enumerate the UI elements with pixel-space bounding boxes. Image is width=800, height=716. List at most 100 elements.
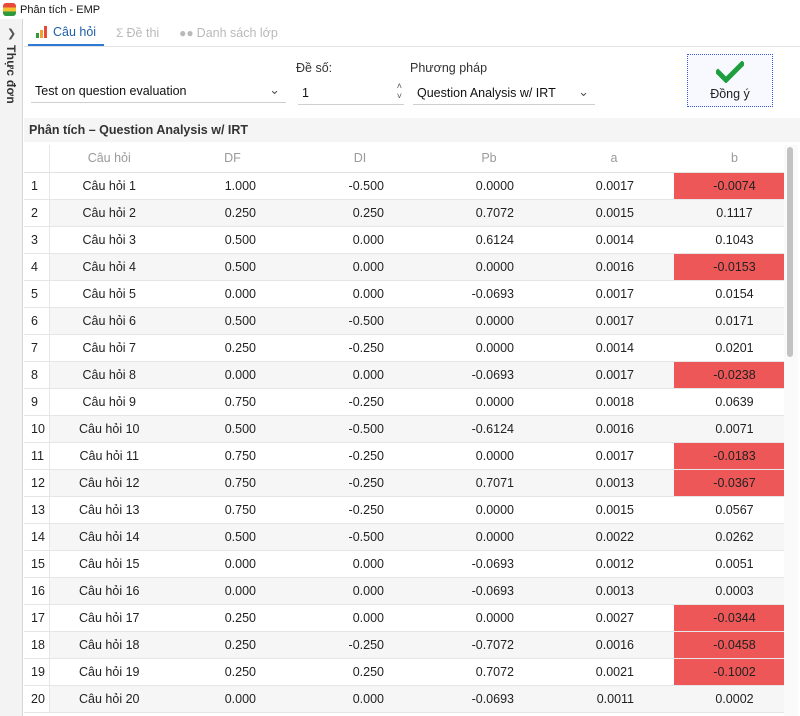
- table-row[interactable]: 2 Câu hỏi 2 0.250 0.250 0.7072 0.0015 0.1117: [24, 199, 784, 227]
- table-cell[interactable]: -0.250: [296, 631, 424, 659]
- table-cell[interactable]: 0.0639: [674, 388, 784, 416]
- table-cell[interactable]: 0.750: [169, 388, 296, 416]
- tab-questions[interactable]: Câu hỏi: [28, 19, 105, 46]
- table-cell[interactable]: 0.000: [169, 550, 296, 578]
- table-row[interactable]: 17 Câu hỏi 17 0.250 0.000 0.0000 0.0027 -0.034…: [24, 604, 784, 632]
- method-select[interactable]: Question Analysis w/ IRT ⌄: [413, 81, 595, 105]
- column-header[interactable]: a: [554, 145, 674, 173]
- table-cell[interactable]: -0.0183: [674, 442, 784, 470]
- table-cell[interactable]: -0.0693: [424, 577, 554, 605]
- exam-no-stepper[interactable]: 1 ˄ ˅: [298, 81, 404, 105]
- table-cell[interactable]: -0.500: [296, 415, 424, 443]
- table-cell[interactable]: Câu hỏi 8: [49, 361, 169, 389]
- table-cell[interactable]: 0.250: [296, 658, 424, 686]
- table-cell[interactable]: 0.0000: [424, 523, 554, 551]
- table-cell[interactable]: -0.0693: [424, 361, 554, 389]
- table-cell[interactable]: Câu hỏi 5: [49, 280, 169, 308]
- table-cell[interactable]: Câu hỏi 17: [49, 604, 169, 632]
- table-cell[interactable]: 0.0014: [554, 334, 674, 362]
- table-cell[interactable]: -0.0458: [674, 631, 784, 659]
- table-cell[interactable]: Câu hỏi 6: [49, 307, 169, 335]
- table-cell[interactable]: Câu hỏi 4: [49, 253, 169, 281]
- table-cell[interactable]: 0.0000: [424, 307, 554, 335]
- side-menu-collapsed[interactable]: ❯ Thực đơn: [0, 19, 23, 716]
- table-cell[interactable]: 0.0003: [674, 577, 784, 605]
- table-cell[interactable]: 0.000: [296, 685, 424, 713]
- table-cell[interactable]: 12: [24, 469, 50, 497]
- table-row[interactable]: 14 Câu hỏi 14 0.500 -0.500 0.0000 0.0022 0.026…: [24, 523, 784, 551]
- table-cell[interactable]: 0.0051: [674, 550, 784, 578]
- table-cell[interactable]: 0.0171: [674, 307, 784, 335]
- table-cell[interactable]: 0.0000: [424, 496, 554, 524]
- table-cell[interactable]: -0.1002: [674, 658, 784, 686]
- table-cell[interactable]: Câu hỏi 16: [49, 577, 169, 605]
- table-cell[interactable]: 0.0017: [554, 280, 674, 308]
- table-cell[interactable]: 0.0154: [674, 280, 784, 308]
- table-cell[interactable]: 0.000: [296, 604, 424, 632]
- table-cell[interactable]: 0.500: [169, 253, 296, 281]
- table-row[interactable]: 19 Câu hỏi 19 0.250 0.250 0.7072 0.0021 -0.100…: [24, 658, 784, 686]
- table-cell[interactable]: -0.250: [296, 469, 424, 497]
- table-cell[interactable]: 0.1043: [674, 226, 784, 254]
- table-cell[interactable]: 0.7071: [424, 469, 554, 497]
- table-cell[interactable]: Câu hỏi 15: [49, 550, 169, 578]
- column-header[interactable]: b: [674, 145, 784, 173]
- table-row[interactable]: 16 Câu hỏi 16 0.000 0.000 -0.0693 0.0013 0.000…: [24, 577, 784, 605]
- table-cell[interactable]: 19: [24, 658, 50, 686]
- table-cell[interactable]: 0.7072: [424, 199, 554, 227]
- table-row[interactable]: 13 Câu hỏi 13 0.750 -0.250 0.0000 0.0015 0.056…: [24, 496, 784, 524]
- table-cell[interactable]: 0.0002: [674, 685, 784, 713]
- table-cell[interactable]: 0.0017: [554, 307, 674, 335]
- table-cell[interactable]: 0.000: [296, 361, 424, 389]
- table-cell[interactable]: 14: [24, 523, 50, 551]
- table-row[interactable]: 3 Câu hỏi 3 0.500 0.000 0.6124 0.0014 0.1043: [24, 226, 784, 254]
- column-header[interactable]: [24, 145, 50, 173]
- table-row[interactable]: 6 Câu hỏi 6 0.500 -0.500 0.0000 0.0017 0.0171: [24, 307, 784, 335]
- table-cell[interactable]: 0.250: [169, 604, 296, 632]
- table-cell[interactable]: 20: [24, 685, 50, 713]
- table-cell[interactable]: 0.000: [296, 253, 424, 281]
- table-cell[interactable]: -0.0367: [674, 469, 784, 497]
- table-cell[interactable]: 0.250: [169, 631, 296, 659]
- table-cell[interactable]: 0.1117: [674, 199, 784, 227]
- table-cell[interactable]: 0.000: [296, 550, 424, 578]
- chevron-down-icon[interactable]: ⌄: [578, 84, 589, 99]
- table-cell[interactable]: 0.000: [296, 226, 424, 254]
- table-cell[interactable]: 18: [24, 631, 50, 659]
- table-cell[interactable]: 0.000: [296, 577, 424, 605]
- table-row[interactable]: 4 Câu hỏi 4 0.500 0.000 0.0000 0.0016 -0.0153: [24, 253, 784, 281]
- tab-class-list[interactable]: ●● Danh sách lớp: [171, 19, 286, 46]
- table-row[interactable]: 11 Câu hỏi 11 0.750 -0.250 0.0000 0.0017 -0.01…: [24, 442, 784, 470]
- chevron-down-icon[interactable]: ⌄: [269, 82, 280, 97]
- table-cell[interactable]: 0.000: [169, 361, 296, 389]
- table-cell[interactable]: 0.250: [169, 199, 296, 227]
- table-cell[interactable]: Câu hỏi 11: [49, 442, 169, 470]
- table-cell[interactable]: Câu hỏi 3: [49, 226, 169, 254]
- table-cell[interactable]: -0.6124: [424, 415, 554, 443]
- tab-exams[interactable]: Σ Đề thi: [108, 19, 167, 46]
- table-cell[interactable]: 0.0015: [554, 496, 674, 524]
- table-cell[interactable]: 0.500: [169, 226, 296, 254]
- table-row[interactable]: 18 Câu hỏi 18 0.250 -0.250 -0.7072 0.0016 -0.0…: [24, 631, 784, 659]
- table-cell[interactable]: 0.0014: [554, 226, 674, 254]
- table-cell[interactable]: 1.000: [169, 172, 296, 200]
- table-cell[interactable]: 16: [24, 577, 50, 605]
- table-cell[interactable]: 0.750: [169, 469, 296, 497]
- table-cell[interactable]: 0.000: [169, 685, 296, 713]
- table-cell[interactable]: 0.0017: [554, 442, 674, 470]
- table-cell[interactable]: 0.500: [169, 523, 296, 551]
- table-cell[interactable]: 0.0017: [554, 361, 674, 389]
- table-cell[interactable]: Câu hỏi 18: [49, 631, 169, 659]
- table-cell[interactable]: -0.0153: [674, 253, 784, 281]
- table-cell[interactable]: Câu hỏi 1: [49, 172, 169, 200]
- table-cell[interactable]: 4: [24, 253, 50, 281]
- table-cell[interactable]: 0.0013: [554, 577, 674, 605]
- table-cell[interactable]: Câu hỏi 12: [49, 469, 169, 497]
- table-cell[interactable]: -0.500: [296, 307, 424, 335]
- table-cell[interactable]: Câu hỏi 10: [49, 415, 169, 443]
- table-cell[interactable]: Câu hỏi 13: [49, 496, 169, 524]
- table-row[interactable]: 7 Câu hỏi 7 0.250 -0.250 0.0000 0.0014 0.0201: [24, 334, 784, 362]
- table-cell[interactable]: 0.0016: [554, 253, 674, 281]
- table-cell[interactable]: 0.250: [169, 334, 296, 362]
- table-cell[interactable]: -0.0344: [674, 604, 784, 632]
